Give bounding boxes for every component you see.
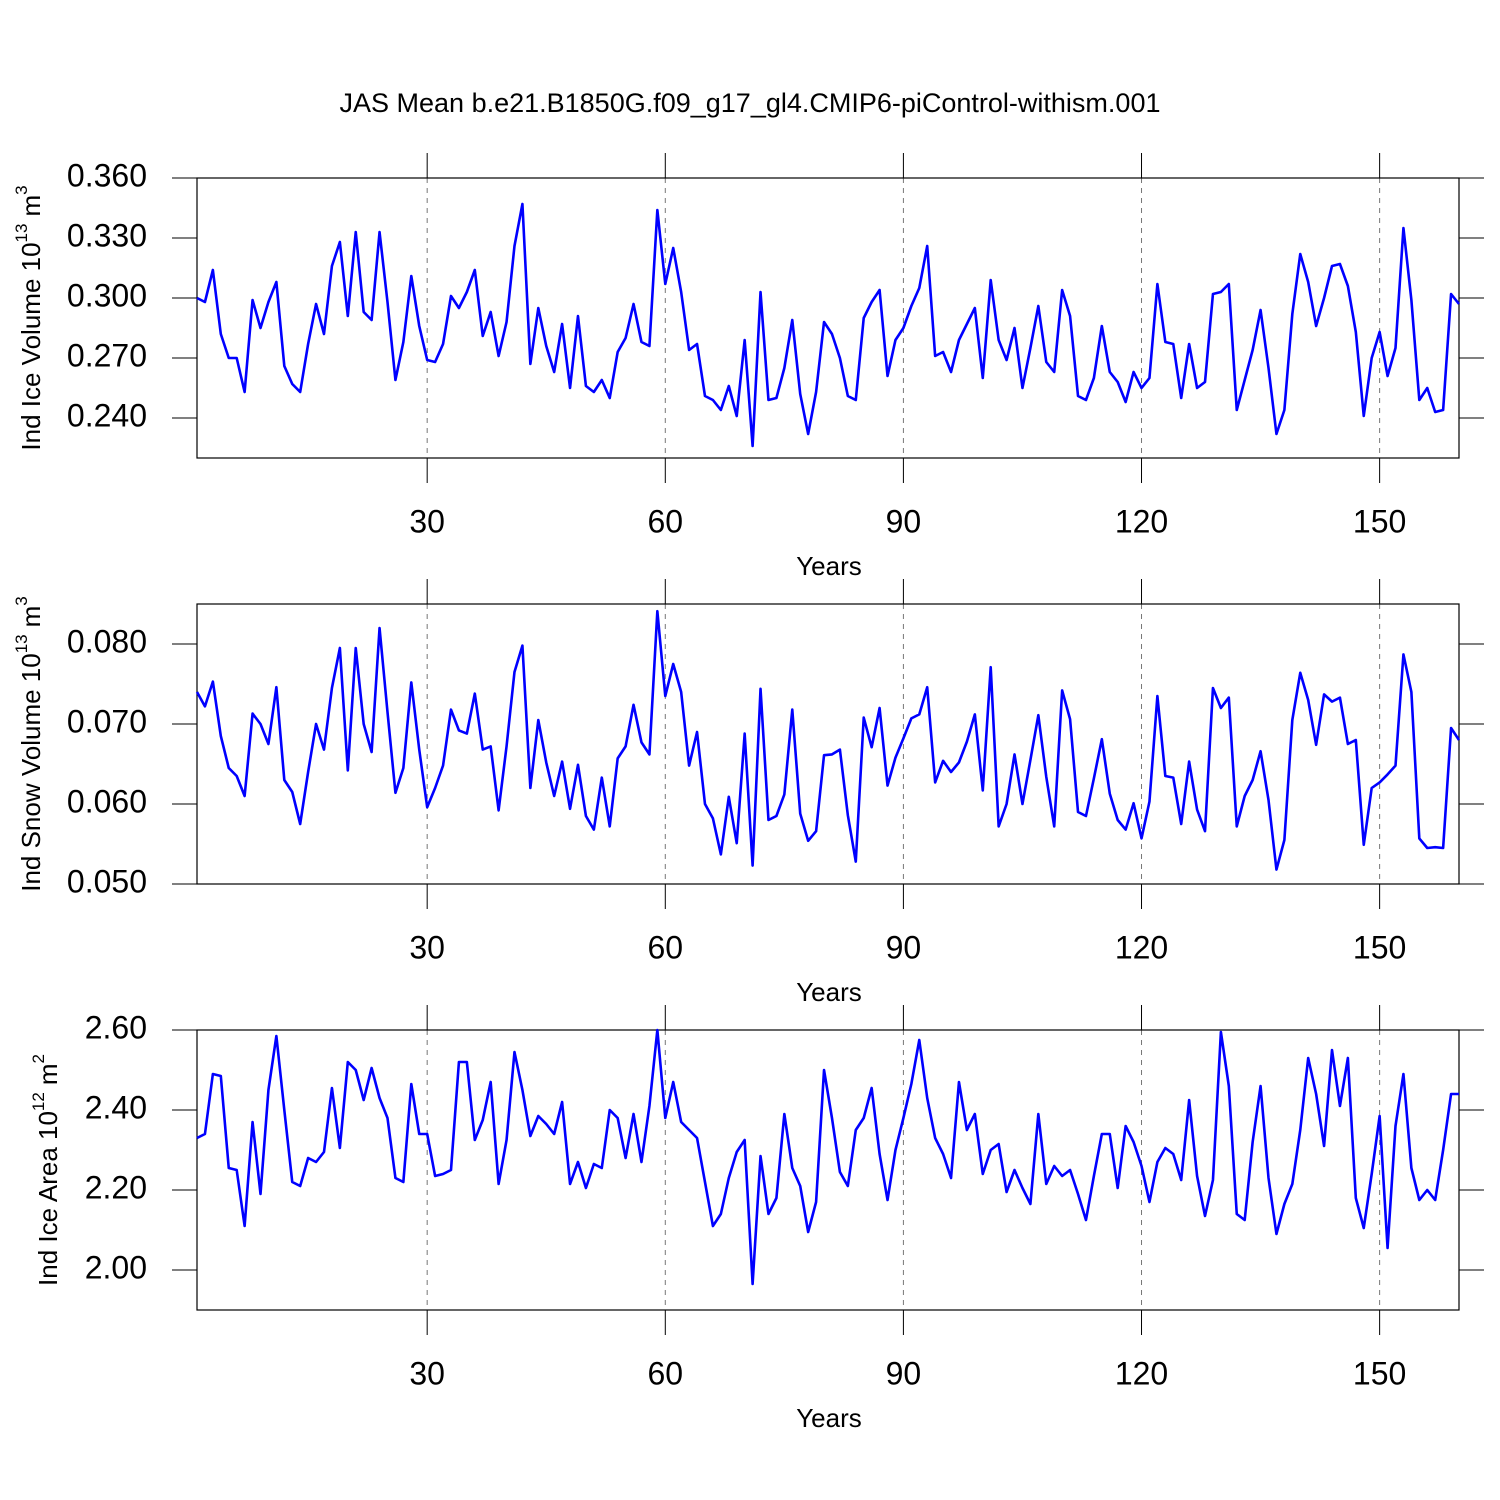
x-tick-label: 90 <box>886 503 922 539</box>
y-axis-label-part: m <box>16 606 46 628</box>
plot-frame <box>196 177 1460 459</box>
y-axis-label-part: m <box>16 195 46 217</box>
y-tick-label: 0.070 <box>67 703 147 739</box>
y-tick-label: 0.300 <box>67 277 147 313</box>
x-tick-label: 90 <box>886 1355 922 1391</box>
data-line <box>196 202 1461 448</box>
y-axis-label-exponent: 13 <box>12 224 31 243</box>
x-tick-label: 60 <box>647 1355 683 1391</box>
y-axis-label: Ind Ice Area 1012 m2 <box>29 1054 62 1286</box>
y-tick-label: 0.360 <box>67 157 147 193</box>
plot-frame <box>196 603 1460 885</box>
y-tick-label: 2.40 <box>85 1089 147 1125</box>
x-tick-label: 120 <box>1115 929 1168 965</box>
x-axis-label: Years <box>796 1403 862 1433</box>
y-tick-label: 0.050 <box>67 863 147 899</box>
x-tick-label: 150 <box>1353 929 1406 965</box>
y-axis-label-part: Ind Snow Volume 10 <box>16 653 46 892</box>
y-axis-label-part: m <box>33 1063 63 1085</box>
x-tick-label: 60 <box>647 503 683 539</box>
chart-title: JAS Mean b.e21.B1850G.f09_g17_gl4.CMIP6-… <box>340 88 1161 118</box>
y-axis-label-exponent: 12 <box>29 1092 48 1111</box>
y-tick-label: 0.060 <box>67 783 147 819</box>
x-tick-label: 150 <box>1353 1355 1406 1391</box>
x-tick-label: 150 <box>1353 503 1406 539</box>
y-axis-label-exponent: 2 <box>29 1054 48 1063</box>
y-tick-label: 0.330 <box>67 217 147 253</box>
x-tick-label: 30 <box>409 929 445 965</box>
data-line <box>196 1028 1459 1286</box>
y-axis-label-exponent: 13 <box>12 634 31 653</box>
panel: 30 60 90 120 150 0.240 0.270 0.300 0.330 0.360 Yea… <box>12 153 1484 581</box>
panel: 30 60 90 120 150 0.050 0.060 0.070 0.080 Years Ind… <box>12 579 1484 1007</box>
x-tick-label: 30 <box>409 1355 445 1391</box>
y-tick-label: 0.240 <box>67 397 147 433</box>
x-tick-label: 30 <box>409 503 445 539</box>
x-tick-label: 120 <box>1115 1355 1168 1391</box>
data-line <box>195 609 1461 871</box>
y-axis-label-part: Ind Ice Volume 10 <box>16 242 46 450</box>
x-tick-label: 120 <box>1115 503 1168 539</box>
y-tick-label: 2.00 <box>85 1249 147 1285</box>
x-tick-label: 60 <box>647 929 683 965</box>
y-axis-label: Ind Ice Volume 1013 m3 <box>12 185 45 450</box>
x-axis-label: Years <box>796 551 862 581</box>
y-tick-label: 0.080 <box>67 623 147 659</box>
y-axis-label-exponent: 3 <box>12 185 31 194</box>
x-axis-label: Years <box>796 977 862 1007</box>
y-tick-label: 2.20 <box>85 1169 147 1205</box>
plot-frame <box>196 1029 1460 1311</box>
panel: 30 60 90 120 150 2.00 2.20 2.40 2.60 Years Ind Ice… <box>29 1005 1484 1433</box>
y-axis-label: Ind Snow Volume 1013 m3 <box>12 596 45 892</box>
y-axis-label-part: Ind Ice Area 10 <box>33 1111 63 1286</box>
y-tick-label: 2.60 <box>85 1009 147 1045</box>
y-tick-label: 0.270 <box>67 337 147 373</box>
y-axis-label-exponent: 3 <box>12 596 31 605</box>
x-tick-label: 90 <box>886 929 922 965</box>
